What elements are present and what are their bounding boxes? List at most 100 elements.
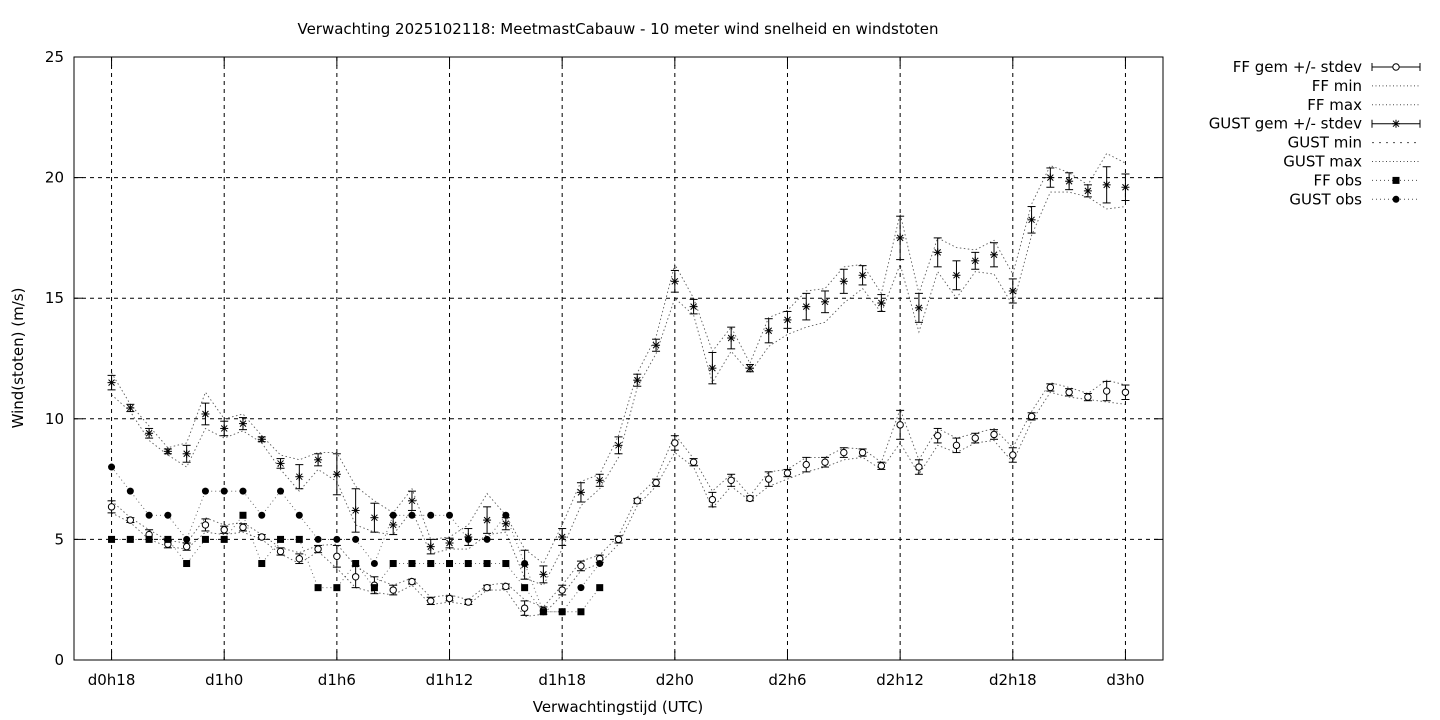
x-tick-label: d1h6 bbox=[318, 671, 356, 689]
ff-obs-point bbox=[126, 535, 134, 543]
gust-mean-point bbox=[407, 496, 416, 505]
legend-label: FF max bbox=[1307, 96, 1362, 114]
gust-mean-point bbox=[220, 424, 229, 433]
star-stroke bbox=[802, 303, 810, 310]
chart-title: Verwachting 2025102118: MeetmastCabauw -… bbox=[297, 20, 938, 38]
ff-obs-point bbox=[258, 560, 266, 568]
x-axis-label: Verwachtingstijd (UTC) bbox=[533, 698, 704, 716]
ff-obs-point bbox=[521, 584, 529, 592]
gust-obs-point bbox=[164, 511, 172, 519]
gust-mean-point bbox=[952, 271, 961, 280]
x-tick-label: d3h0 bbox=[1106, 671, 1144, 689]
legend-label: FF obs bbox=[1313, 171, 1362, 189]
ff-mean-point bbox=[840, 448, 848, 457]
star-stroke bbox=[878, 299, 885, 307]
y-tick-label: 15 bbox=[45, 289, 64, 307]
gust-mean-point bbox=[107, 378, 116, 387]
ff-obs-point bbox=[352, 560, 360, 568]
gust-mean-point bbox=[858, 271, 867, 280]
gust-obs-point bbox=[408, 511, 416, 519]
ff-mean-point bbox=[783, 469, 792, 477]
star-stroke bbox=[202, 410, 209, 418]
legend-marker bbox=[1392, 63, 1400, 71]
gust-mean-point bbox=[933, 248, 942, 257]
ff-mean-point bbox=[220, 526, 228, 534]
ff-mean-point bbox=[633, 497, 641, 505]
gust-mean-point bbox=[332, 470, 341, 479]
legend-label: GUST max bbox=[1283, 153, 1362, 171]
gust-obs-point bbox=[183, 535, 191, 543]
ff-mean-point bbox=[689, 458, 698, 466]
y-tick-label: 20 bbox=[45, 169, 64, 187]
ff-obs-point bbox=[314, 584, 322, 592]
star-stroke bbox=[709, 364, 716, 372]
ff-obs-point bbox=[145, 535, 153, 543]
gust-obs-point bbox=[258, 511, 266, 519]
star-stroke bbox=[1065, 177, 1073, 185]
y-axis-label: Wind(stoten) (m/s) bbox=[9, 288, 27, 429]
gust-mean-point bbox=[257, 435, 266, 444]
gust-mean-point bbox=[670, 277, 679, 286]
gust-mean-point bbox=[595, 476, 604, 485]
gust-mean-point bbox=[539, 570, 548, 579]
gust-mean-point bbox=[370, 513, 379, 522]
star-stroke bbox=[821, 298, 829, 306]
gust-mean-point bbox=[351, 506, 360, 515]
legend-marker bbox=[1392, 176, 1400, 184]
ff-mean-point bbox=[1121, 388, 1130, 396]
ff-mean-point bbox=[408, 577, 416, 586]
star-stroke bbox=[953, 271, 960, 279]
star-stroke bbox=[690, 303, 697, 310]
ff-mean-point bbox=[971, 434, 979, 442]
star-stroke bbox=[652, 341, 660, 349]
ff-obs-point bbox=[277, 535, 285, 543]
ff-max-line bbox=[111, 379, 1126, 608]
y-tick-label: 25 bbox=[45, 48, 64, 66]
ff-obs-point bbox=[596, 584, 604, 592]
x-tick-label: d2h12 bbox=[876, 671, 924, 689]
x-tick-label: d1h12 bbox=[426, 671, 474, 689]
star-stroke bbox=[596, 476, 604, 484]
star-stroke bbox=[990, 251, 998, 259]
star-stroke bbox=[108, 379, 115, 386]
grid-lines bbox=[74, 57, 1163, 660]
gust-obs-point bbox=[427, 511, 435, 519]
gust-obs-point bbox=[126, 487, 134, 495]
ff-obs-point bbox=[370, 584, 378, 592]
ff-mean-point bbox=[708, 495, 717, 504]
gust-mean-point bbox=[614, 441, 623, 450]
star-stroke bbox=[295, 473, 303, 481]
gust-mean-point bbox=[182, 449, 191, 458]
star-stroke bbox=[558, 533, 566, 541]
gust-obs-point bbox=[352, 535, 360, 543]
ff-obs-point bbox=[483, 560, 491, 568]
gust-mean-point bbox=[783, 315, 792, 324]
gust-obs-point bbox=[145, 511, 153, 519]
gust-mean-point bbox=[1102, 180, 1111, 189]
gust-mean-point bbox=[727, 333, 736, 342]
star-stroke bbox=[577, 489, 585, 496]
gust-mean-point bbox=[295, 472, 304, 481]
ff-mean-point bbox=[877, 462, 886, 470]
ff-obs-point bbox=[183, 560, 191, 568]
ff-obs-point bbox=[464, 560, 472, 568]
ff-mean-point bbox=[1046, 383, 1055, 392]
gust-mean-point bbox=[1008, 286, 1017, 295]
legend-label: GUST min bbox=[1288, 134, 1362, 152]
ff-mean-point bbox=[802, 460, 810, 469]
star-stroke bbox=[746, 364, 754, 372]
gust-mean-point bbox=[163, 447, 172, 456]
gust-obs-point bbox=[577, 584, 585, 592]
x-tick-label: d2h6 bbox=[768, 671, 806, 689]
ff-mean-point bbox=[896, 421, 904, 429]
ff-mean-point bbox=[671, 439, 679, 447]
ff-obs-point bbox=[333, 584, 341, 592]
gust-mean-point bbox=[708, 364, 717, 373]
ff-mean-point bbox=[933, 431, 942, 440]
gust-mean-point bbox=[501, 519, 510, 528]
gust-obs-line bbox=[111, 466, 601, 613]
x-tick-label: d1h0 bbox=[205, 671, 243, 689]
ff-mean-point bbox=[858, 448, 867, 457]
